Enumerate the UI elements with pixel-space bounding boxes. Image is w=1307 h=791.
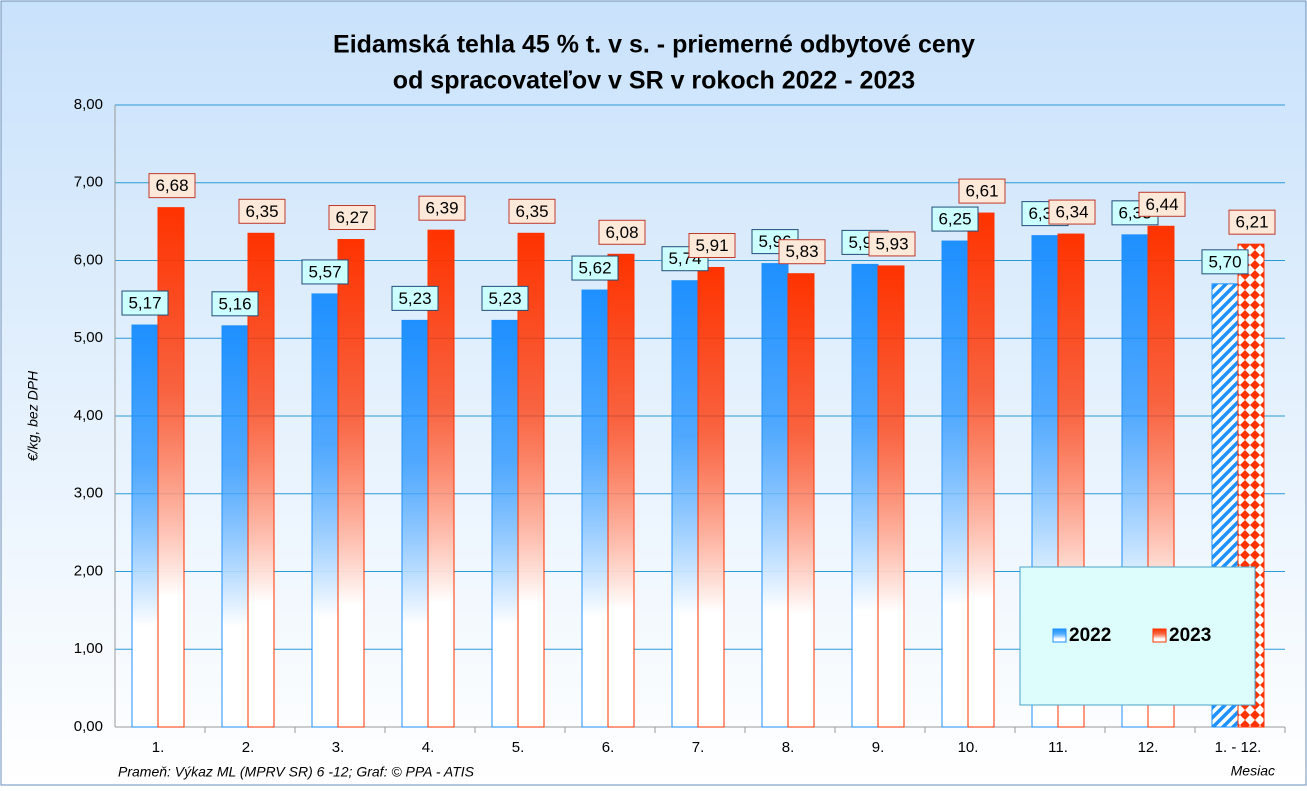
- data-label: 6,68: [155, 176, 188, 195]
- source-note: Prameň: Výkaz ML (MPRV SR) 6 -12; Graf: …: [118, 764, 475, 780]
- chart-title: od spracovateľov v SR v rokoch 2022 - 20…: [393, 67, 915, 95]
- y-tick-label: 1,00: [74, 640, 103, 657]
- data-label-box: [571, 255, 619, 281]
- x-axis-label: Mesiac: [1231, 763, 1275, 779]
- bar: [401, 319, 429, 728]
- bar: [697, 266, 725, 728]
- data-label: 6,25: [938, 210, 971, 229]
- bar: [941, 240, 969, 728]
- data-label: 5,17: [128, 294, 161, 313]
- x-tick-label: 1. - 12.: [1215, 739, 1262, 756]
- data-label: 6,35: [515, 202, 548, 221]
- data-label: 6,35: [245, 202, 278, 221]
- data-label: 6,08: [605, 223, 638, 242]
- x-tick-label: 5.: [512, 739, 525, 756]
- x-tick-label: 9.: [872, 739, 885, 756]
- x-tick-label: 8.: [782, 739, 795, 756]
- bar: [581, 289, 609, 728]
- bar: [157, 207, 185, 728]
- y-tick-label: 6,00: [74, 251, 103, 268]
- y-tick-label: 2,00: [74, 562, 103, 579]
- bar: [967, 212, 995, 728]
- bar: [221, 325, 249, 728]
- bar: [851, 263, 879, 728]
- data-label-box: [1228, 209, 1276, 235]
- data-label-box: [1201, 249, 1249, 275]
- bar: [311, 293, 339, 728]
- data-label: 6,61: [965, 182, 998, 201]
- x-tick-label: 12.: [1138, 739, 1159, 756]
- y-tick-label: 5,00: [74, 329, 103, 346]
- x-tick-label: 11.: [1048, 739, 1068, 756]
- bar: [877, 265, 905, 728]
- y-axis-label: €/kg, bez DPH: [25, 370, 41, 461]
- data-label: 5,62: [578, 259, 611, 278]
- data-label-box: [1048, 199, 1096, 225]
- data-label: 6,27: [335, 208, 368, 227]
- data-label-box: [688, 232, 736, 258]
- y-tick-label: 8,00: [74, 96, 103, 113]
- legend-label: 2022: [1069, 625, 1111, 646]
- y-tick-label: 7,00: [74, 174, 103, 191]
- bar: [491, 319, 519, 728]
- data-label-box: [778, 239, 826, 265]
- x-tick-label: 6.: [602, 739, 615, 756]
- data-label: 5,83: [785, 242, 818, 261]
- chart-title: Eidamská tehla 45 % t. v s. - priemerné …: [333, 31, 975, 59]
- x-tick-label: 4.: [422, 739, 435, 756]
- x-tick-label: 10.: [958, 739, 979, 756]
- y-tick-label: 0,00: [74, 718, 103, 735]
- data-label: 6,21: [1235, 213, 1268, 232]
- data-label-box: [931, 206, 979, 232]
- data-label-box: [481, 285, 529, 311]
- x-tick-label: 1.: [152, 739, 165, 756]
- legend-swatch: [1052, 628, 1067, 643]
- data-label-box: [958, 178, 1006, 204]
- legend-label: 2023: [1169, 625, 1211, 646]
- data-label-box: [328, 205, 376, 231]
- data-label: 6,39: [425, 199, 458, 218]
- data-label-box: [211, 291, 259, 317]
- data-label: 5,57: [308, 262, 341, 281]
- data-label-box: [391, 285, 439, 311]
- x-tick-label: 2.: [242, 739, 255, 756]
- bar: [761, 263, 789, 728]
- data-label-box: [301, 259, 349, 285]
- bar: [247, 232, 275, 728]
- data-label-box: [598, 219, 646, 245]
- bar: [517, 232, 545, 728]
- bar: [787, 273, 815, 728]
- bar: [427, 229, 455, 728]
- data-label-box: [508, 198, 556, 224]
- data-label-box: [868, 231, 916, 257]
- data-label-box: [121, 290, 169, 316]
- data-label: 5,91: [695, 236, 728, 255]
- bar: [131, 324, 159, 728]
- data-label: 5,16: [218, 294, 251, 313]
- y-tick-label: 4,00: [74, 407, 103, 424]
- bar: [671, 280, 699, 728]
- bar: [607, 253, 635, 728]
- data-label-box: [1138, 191, 1186, 217]
- data-label: 5,23: [398, 289, 431, 308]
- data-label-box: [238, 198, 286, 224]
- data-label-box: [148, 173, 196, 199]
- x-tick-label: 3.: [332, 739, 345, 756]
- y-tick-label: 3,00: [74, 485, 103, 502]
- bar: [337, 239, 365, 728]
- data-label: 5,23: [488, 289, 521, 308]
- legend-swatch: [1152, 628, 1167, 643]
- data-label: 5,93: [875, 234, 908, 253]
- data-label: 5,70: [1208, 252, 1241, 271]
- x-tick-label: 7.: [692, 739, 705, 756]
- data-label: 6,44: [1145, 195, 1178, 214]
- data-label-box: [418, 195, 466, 221]
- data-label: 6,34: [1055, 203, 1088, 222]
